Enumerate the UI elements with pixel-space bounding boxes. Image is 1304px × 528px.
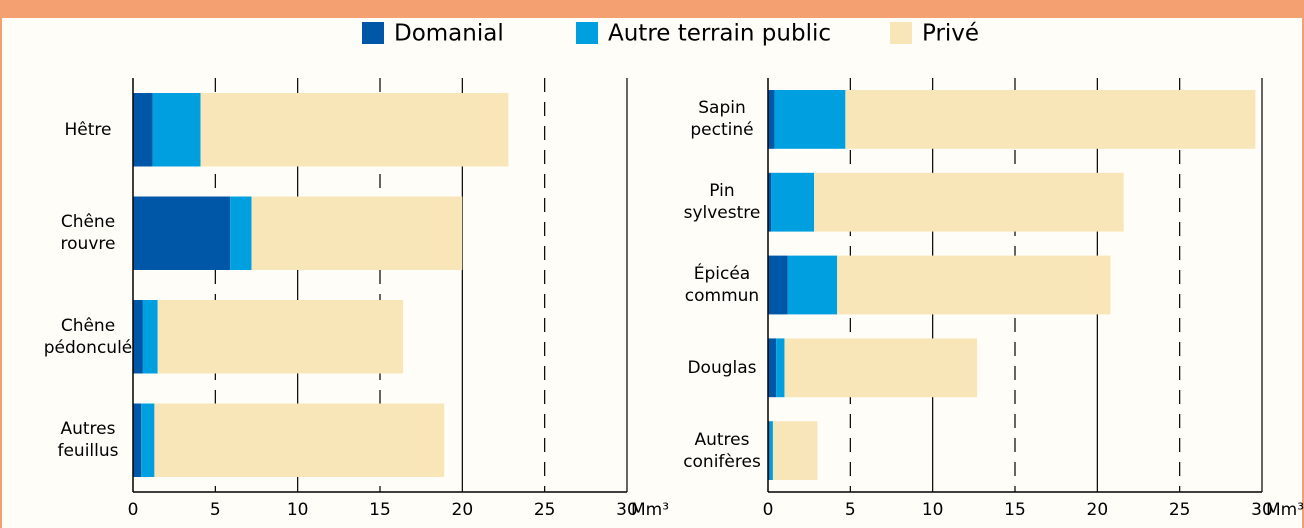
- category-label: Chêne pédonculé: [43, 315, 133, 358]
- x-tick-label: 5: [210, 500, 221, 520]
- bar-segment: [814, 172, 1124, 232]
- bar-segment: [768, 255, 788, 315]
- x-tick-label: 0: [763, 500, 774, 520]
- bar-segment: [776, 338, 785, 398]
- bar-segment: [133, 403, 142, 477]
- bar-segment: [154, 403, 445, 477]
- category-label: Pin sylvestre: [683, 181, 761, 224]
- bar-segment: [774, 90, 846, 149]
- category-label: Chêne rouvre: [60, 212, 116, 255]
- x-tick-label: 10: [287, 500, 309, 520]
- x-tick-label: 0: [128, 500, 139, 520]
- category-label: Hêtre: [64, 119, 112, 140]
- bar-segment: [784, 338, 978, 398]
- category-label: Sapin pectiné: [690, 98, 754, 141]
- category-label: Douglas: [687, 357, 757, 378]
- bar-segment: [251, 196, 463, 270]
- x-tick-label: 25: [1169, 500, 1191, 520]
- category-label: Autres feuillus: [57, 419, 119, 462]
- x-tick-label: 25: [534, 500, 556, 520]
- bar-segment: [157, 300, 404, 374]
- legend-swatch: [362, 22, 384, 44]
- border: [0, 0, 2, 528]
- legend-swatch: [576, 22, 598, 44]
- x-tick-label: 30: [616, 500, 638, 520]
- bar-segment: [768, 90, 775, 149]
- x-tick-label: 15: [369, 500, 391, 520]
- x-tick-label: 30: [1251, 500, 1273, 520]
- bar-segment: [769, 421, 773, 480]
- bar-segment: [230, 196, 252, 270]
- legend-label: Domanial: [394, 21, 504, 47]
- x-tick-label: 15: [1004, 500, 1026, 520]
- bar-segment: [768, 421, 770, 480]
- category-label: Autres conifères: [683, 429, 761, 472]
- top-band: [0, 0, 1304, 18]
- x-axis-label: Mm³: [1266, 500, 1304, 520]
- border: [1302, 0, 1304, 528]
- category-label: Épicéa commun: [684, 264, 760, 306]
- bar-segment: [837, 255, 1111, 315]
- bar-segment: [768, 338, 777, 398]
- legend-label: Privé: [922, 21, 979, 47]
- legend-label: Autre terrain public: [608, 21, 831, 47]
- bar-segment: [200, 93, 509, 167]
- bar-segment: [787, 255, 838, 315]
- x-tick-label: 20: [452, 500, 474, 520]
- bar-segment: [771, 172, 815, 232]
- bar-segment: [141, 403, 155, 477]
- bar-segment: [133, 93, 153, 167]
- bar-segment: [133, 196, 231, 270]
- x-tick-label: 5: [845, 500, 856, 520]
- x-axis-label: Mm³: [631, 500, 669, 520]
- bar-segment: [768, 172, 772, 232]
- x-tick-label: 10: [922, 500, 944, 520]
- bar-segment: [152, 93, 201, 167]
- bar-segment: [772, 421, 818, 480]
- bar-segment: [142, 300, 158, 374]
- legend-swatch: [890, 22, 912, 44]
- bar-segment: [133, 300, 143, 374]
- x-tick-label: 20: [1087, 500, 1109, 520]
- bar-segment: [845, 90, 1256, 149]
